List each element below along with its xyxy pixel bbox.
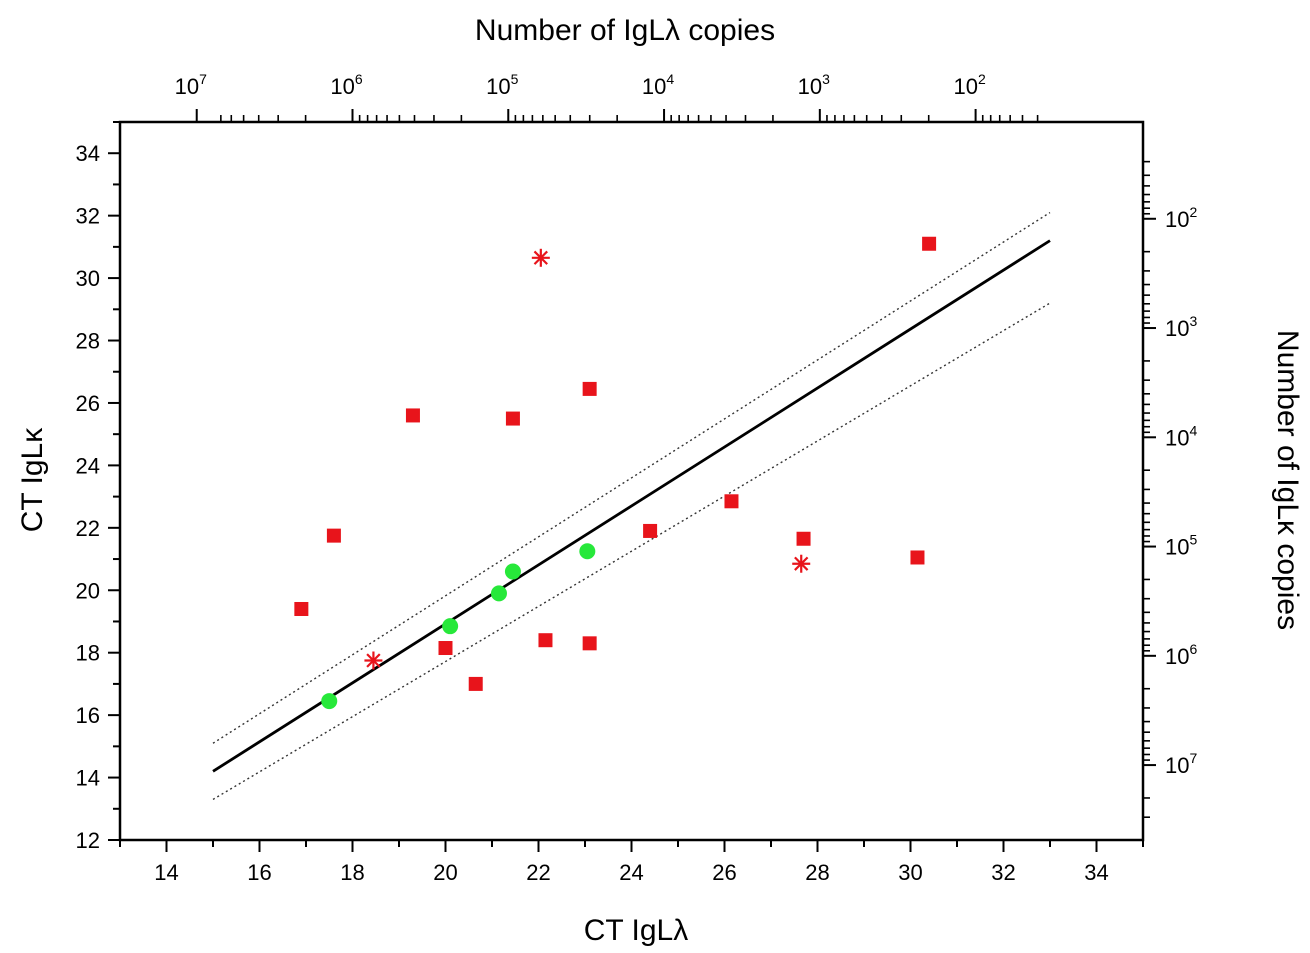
top-tick-label: 102	[953, 71, 985, 99]
x-tick-label: 20	[433, 860, 457, 885]
square-point	[922, 236, 937, 251]
square-point	[582, 381, 597, 396]
x-tick-label: 26	[712, 860, 736, 885]
square-point	[796, 531, 811, 546]
top-tick-label: 103	[798, 71, 830, 99]
x-tick-label: 24	[619, 860, 643, 885]
y-tick-label: 18	[76, 641, 100, 666]
regression-lines	[212, 211, 1051, 801]
square-point	[405, 408, 420, 423]
asterisk-stroke	[794, 556, 809, 571]
asterisk-point	[792, 554, 811, 573]
square-point	[582, 636, 597, 651]
right-tick-label: 104	[1165, 422, 1197, 450]
square-point	[505, 411, 520, 426]
y-tick-label: 14	[76, 766, 100, 791]
right-tick-label: 103	[1165, 313, 1197, 341]
square-point	[294, 601, 309, 616]
lower-confidence-line	[212, 302, 1051, 801]
upper-confidence-line	[212, 211, 1051, 744]
top-tick-label: 107	[175, 71, 207, 99]
data-points	[294, 236, 937, 710]
circle-point	[442, 618, 459, 635]
x-tick-label: 34	[1084, 860, 1108, 885]
y-tick-label: 28	[76, 329, 100, 354]
right-axis: 107 106 105 104 103 102	[1143, 160, 1197, 819]
y-tick-label: 12	[76, 828, 100, 853]
square-point	[724, 494, 739, 509]
y-tick-label: 30	[76, 266, 100, 291]
circle-point	[490, 585, 507, 602]
x-tick-label: 18	[340, 860, 364, 885]
square-point	[643, 523, 658, 538]
y-axis-title: CT IgLκ	[16, 427, 49, 532]
y-tick-label: 16	[76, 703, 100, 728]
right-axis-title: Number of IgLκ copies	[1271, 330, 1304, 630]
y-tick-label: 34	[76, 141, 100, 166]
square-point	[538, 633, 553, 648]
top-tick-label: 105	[486, 71, 518, 99]
circle-point	[579, 543, 596, 560]
asterisk-stroke	[533, 250, 548, 265]
regression-line	[212, 239, 1051, 773]
top-axis: 107 106 105 104 103 102	[175, 71, 1039, 122]
asterisk-point	[364, 651, 383, 670]
square-point	[326, 528, 341, 543]
top-axis-title: Number of IgLλ copies	[475, 14, 775, 47]
y-tick-label: 20	[76, 578, 100, 603]
square-point	[438, 641, 453, 656]
circle-point	[321, 693, 338, 710]
right-tick-label: 106	[1165, 641, 1197, 669]
y-tick-label: 22	[76, 516, 100, 541]
x-tick-label: 22	[526, 860, 550, 885]
top-tick-label: 104	[642, 71, 674, 99]
x-tick-label: 30	[898, 860, 922, 885]
right-tick-label: 107	[1165, 750, 1197, 778]
circle-point	[504, 563, 521, 580]
x-tick-label: 14	[154, 860, 178, 885]
right-tick-label: 105	[1165, 532, 1197, 560]
y-tick-label: 32	[76, 204, 100, 229]
x-tick-label: 28	[805, 860, 829, 885]
bottom-axis: 14 16 18 20 22 24 26 28 30 32 34	[119, 840, 1144, 885]
square-point	[910, 550, 925, 565]
top-tick-label: 106	[330, 71, 362, 99]
right-tick-label: 102	[1165, 204, 1197, 232]
x-tick-label: 16	[247, 860, 271, 885]
asterisk-stroke	[366, 653, 381, 668]
y-tick-label: 24	[76, 453, 100, 478]
x-tick-label: 32	[991, 860, 1015, 885]
x-axis-title: CT IgLλ	[584, 914, 689, 947]
left-axis: 12 14 16 18 20 22 24 26 28 30 32 34	[76, 121, 120, 853]
square-point	[468, 676, 483, 691]
y-tick-label: 26	[76, 391, 100, 416]
asterisk-point	[531, 248, 550, 267]
